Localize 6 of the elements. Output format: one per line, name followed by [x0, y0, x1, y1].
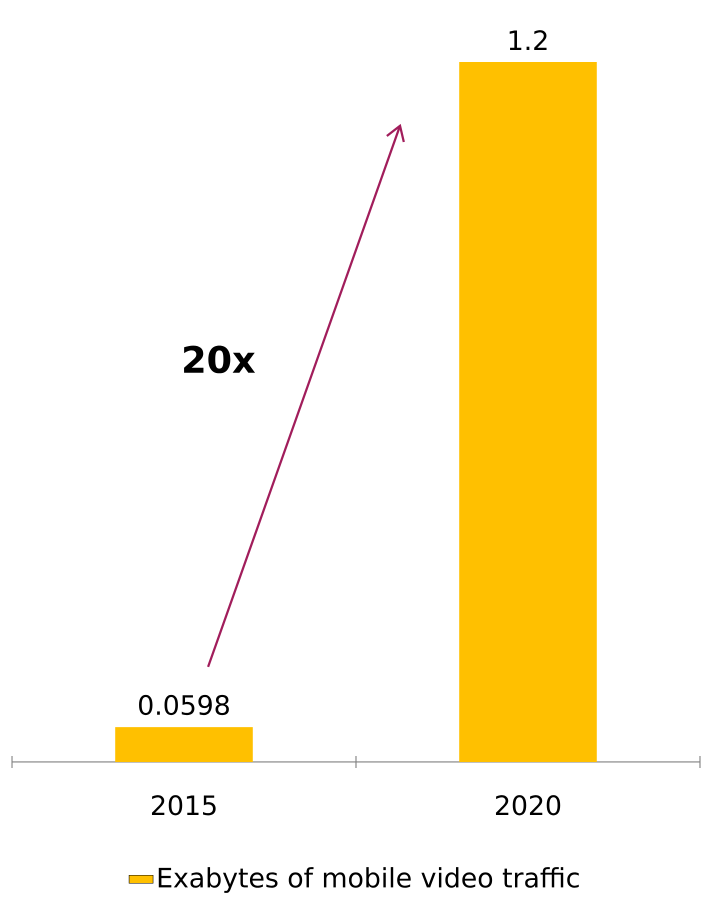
legend-label: Exabytes of mobile video traffic — [158, 867, 579, 893]
x-tick-label: 2020 — [496, 795, 560, 816]
x-tick-label: 2015 — [152, 795, 216, 816]
data-label: 1.2 — [510, 30, 547, 50]
annotation: 20x — [184, 346, 256, 374]
data-label: 0.0598 — [139, 694, 229, 716]
